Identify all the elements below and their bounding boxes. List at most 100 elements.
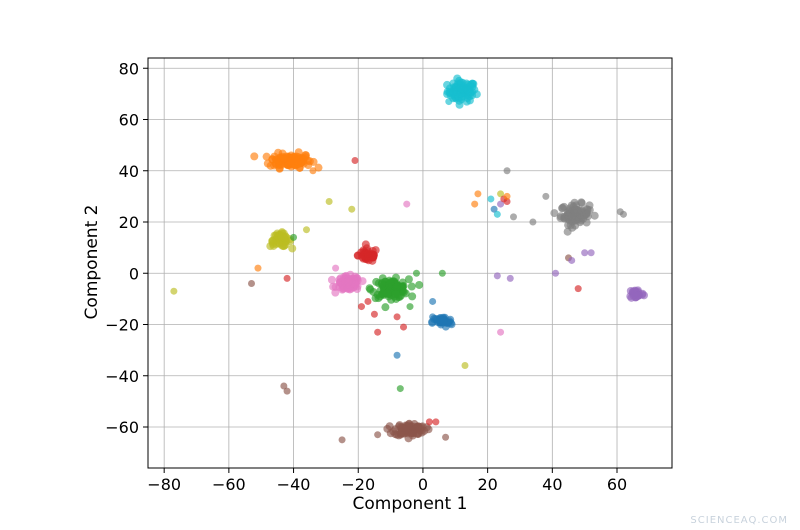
outlier-point [393,351,401,359]
cluster-point-red [371,246,380,255]
outlier-point [542,192,550,200]
cluster-point-gray [564,221,573,230]
outlier-point [348,205,356,213]
outlier-point [412,269,420,277]
cluster-point-red [363,249,372,258]
outlier-point [587,249,595,257]
cluster-point-pink [344,277,353,286]
outlier-point [497,328,505,336]
cluster-point-orange [294,148,303,157]
outlier-point [503,167,511,175]
outlier-point [325,198,333,205]
watermark-text: SCIENCEAQ.COM [690,515,788,526]
cluster-point-cyan [443,80,452,89]
cluster-point-brown [401,425,410,434]
x-tick-label: 0 [418,475,428,494]
outlier-point [364,297,372,305]
outlier-point [581,249,589,257]
outlier-point [432,418,440,426]
cluster-point-brown [385,422,394,431]
x-tick-label: −40 [277,475,311,494]
outlier-point [493,272,501,280]
y-tick-label: 60 [119,111,139,130]
cluster-point-cyan [472,90,481,99]
outlier-point [290,233,298,241]
outlier-point [510,213,518,221]
outlier-point [351,157,359,164]
cluster-point-olive [288,244,297,253]
cluster-point-cyan [457,78,466,87]
outlier-point [374,431,382,439]
outlier-point [170,287,178,295]
outlier-point [497,200,505,208]
outlier-point [374,328,382,336]
cluster-point-blue [446,319,455,328]
cluster-point-gray [582,209,591,218]
cluster-point-green [415,280,424,289]
outlier-point [503,198,511,205]
cluster-point-green [391,289,400,298]
cluster-point-gray [590,211,599,220]
x-tick-label: −80 [147,475,181,494]
outlier-point [400,323,408,331]
outlier-point [497,190,505,198]
cluster-point-green [381,303,390,312]
grid [148,58,672,468]
y-tick-label: 0 [129,264,139,283]
x-tick-label: 40 [542,475,562,494]
cluster-point-green [383,289,392,298]
y-tick-label: −40 [105,367,139,386]
outlier-point [568,256,576,264]
outlier-point [357,303,365,311]
cluster-point-orange [275,164,284,173]
outlier-point [493,210,501,218]
outlier-point [393,313,401,321]
x-axis-label: Component 1 [353,494,468,514]
y-tick-label: 20 [119,213,139,232]
cluster-point-green [399,288,408,297]
outlier-point [254,264,262,272]
outlier-point [425,418,433,426]
outlier-point [445,98,453,106]
plot-frame [147,57,673,469]
cluster-point-orange [314,163,323,172]
cluster-point-green [407,282,416,291]
outlier-point [487,195,495,203]
cluster-point-gray [556,212,565,221]
cluster-point-pink [327,275,336,284]
outlier-point [248,280,256,287]
cluster-point-orange [250,152,259,161]
outlier-point [438,269,446,277]
cluster-point-green [386,278,395,287]
cluster-point-blue [439,317,448,326]
outlier-point [296,164,304,172]
outlier-point [280,382,288,390]
outlier-point [309,167,317,175]
cluster-point-gray [550,209,559,218]
cluster-point-pink [351,272,360,281]
outlier-point [471,200,479,208]
x-tick-label: −60 [212,475,246,494]
cluster-point-gray [565,212,574,221]
outlier-point [461,362,469,369]
outlier-point [574,285,582,293]
outlier-point [503,192,511,200]
outlier-point [442,433,450,441]
outlier-point [529,218,537,226]
data-points [170,74,649,444]
cluster-point-orange [272,155,281,164]
outlier-point [506,274,514,282]
cluster-point-pink [358,277,367,286]
cluster-point-purple [633,291,642,300]
cluster-point-orange [280,154,289,163]
cluster-point-green [365,284,374,293]
outlier-point [490,205,498,213]
cluster-point-green [404,275,413,284]
cluster-point-green [377,280,386,289]
outlier-point [429,313,437,321]
outlier-point [619,210,627,218]
cluster-point-green [392,283,401,292]
outlier-point [396,385,404,393]
outlier-point [283,274,291,282]
cluster-point-orange [286,157,295,166]
